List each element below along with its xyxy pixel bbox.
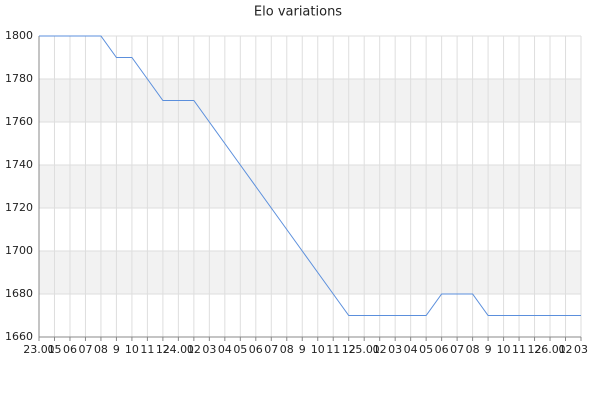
x-tick-label: 06 (63, 343, 77, 356)
x-tick-label: 08 (94, 343, 108, 356)
x-tick-label: 06 (435, 343, 449, 356)
x-tick-label: 03 (574, 343, 588, 356)
x-tick-label: 12 (342, 343, 356, 356)
x-tick-label: 9 (299, 343, 306, 356)
x-tick-label: 06 (249, 343, 263, 356)
x-tick-label: 02 (559, 343, 573, 356)
data-line (39, 35, 581, 316)
x-tick-label: 03 (388, 343, 402, 356)
y-tick-label: 1740 (5, 158, 33, 171)
x-tick-label: 9 (485, 343, 492, 356)
y-tick-label: 1720 (5, 201, 33, 214)
plot-band (39, 79, 581, 122)
x-tick-label: 05 (233, 343, 247, 356)
x-tick-label: 26.01 (534, 343, 566, 356)
x-tick-label: 07 (450, 343, 464, 356)
y-tick-label: 1700 (5, 244, 33, 257)
x-tick-label: 02 (187, 343, 201, 356)
y-tick-label: 1800 (5, 29, 33, 42)
x-tick-label: 07 (78, 343, 92, 356)
y-tick-label: 1760 (5, 115, 33, 128)
x-tick-label: 10 (497, 343, 511, 356)
x-tick-label: 10 (125, 343, 139, 356)
x-tick-label: 9 (113, 343, 120, 356)
x-tick-label: 11 (140, 343, 154, 356)
x-tick-label: 10 (311, 343, 325, 356)
x-tick-label: 05 (419, 343, 433, 356)
x-tick-label: 05 (47, 343, 61, 356)
x-tick-label: 08 (466, 343, 480, 356)
x-tick-label: 11 (512, 343, 526, 356)
x-tick-label: 24.01 (163, 343, 195, 356)
y-tick-label: 1660 (5, 330, 33, 343)
x-tick-label: 23.01 (23, 343, 55, 356)
plot-band (39, 165, 581, 208)
x-tick-label: 04 (404, 343, 418, 356)
x-tick-label: 11 (326, 343, 340, 356)
x-tick-label: 04 (218, 343, 232, 356)
chart-title: Elo variations (254, 5, 342, 20)
x-tick-label: 03 (202, 343, 216, 356)
x-tick-label: 08 (280, 343, 294, 356)
x-tick-label: 12 (156, 343, 170, 356)
plot-band (39, 251, 581, 294)
x-tick-label: 25.01 (348, 343, 380, 356)
x-tick-label: 02 (373, 343, 387, 356)
x-tick-label: 12 (528, 343, 542, 356)
y-tick-label: 1680 (5, 287, 33, 300)
x-tick-label: 07 (264, 343, 278, 356)
y-tick-label: 1780 (5, 72, 33, 85)
